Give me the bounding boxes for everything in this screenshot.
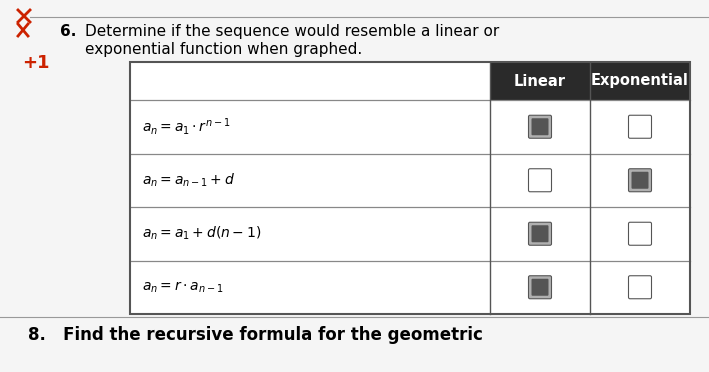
Text: $a_n = a_1 \cdot r^{n-1}$: $a_n = a_1 \cdot r^{n-1}$ [142,116,231,137]
Text: +1: +1 [22,54,50,72]
Text: Exponential: Exponential [591,74,689,89]
Text: $a_n = r \cdot a_{n-1}$: $a_n = r \cdot a_{n-1}$ [142,279,223,295]
FancyBboxPatch shape [532,225,549,242]
FancyBboxPatch shape [528,169,552,192]
Bar [130,62,690,314]
FancyBboxPatch shape [528,276,552,299]
Text: $a_n = a_1 + d(n - 1)$: $a_n = a_1 + d(n - 1)$ [142,225,261,243]
FancyBboxPatch shape [532,118,549,135]
Bar [490,62,690,100]
Text: Determine if the sequence would resemble a linear or: Determine if the sequence would resemble… [85,24,499,39]
Text: Linear: Linear [514,74,566,89]
FancyBboxPatch shape [628,169,652,192]
FancyBboxPatch shape [528,115,552,138]
FancyBboxPatch shape [628,222,652,245]
Text: $a_n = a_{n-1} + d$: $a_n = a_{n-1} + d$ [142,171,235,189]
FancyBboxPatch shape [532,279,549,296]
Text: 6.: 6. [60,24,77,39]
FancyBboxPatch shape [528,222,552,245]
FancyBboxPatch shape [632,172,649,189]
Bar [130,62,690,314]
Text: 8.   Find the recursive formula for the geometric: 8. Find the recursive formula for the ge… [28,326,483,344]
Text: exponential function when graphed.: exponential function when graphed. [85,42,362,57]
FancyBboxPatch shape [628,115,652,138]
FancyBboxPatch shape [628,276,652,299]
